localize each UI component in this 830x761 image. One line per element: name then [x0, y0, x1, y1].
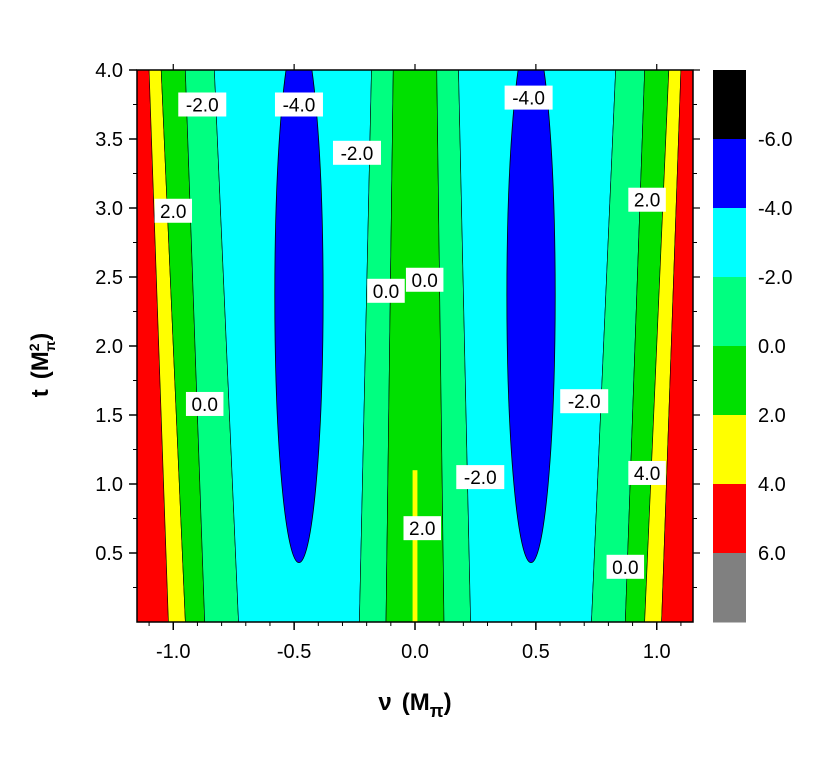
colorbar-label: 4.0 [758, 474, 786, 496]
contour-label-box [154, 198, 193, 223]
center-yellow-strip [412, 470, 418, 622]
colorbar-swatch [713, 484, 746, 554]
contour-label: -2.0 [178, 92, 227, 117]
contour-label-box [185, 391, 224, 416]
contour-label: 0.0 [405, 267, 444, 292]
contour-labels: -2.0 -4.0 -2.0 2.0 0.0 0.0 -4.0 2.0 0.0 -2.0 -2.0 4… [154, 85, 666, 579]
contour-band-3 [185, 70, 239, 622]
contour-label-text: 4.0 [634, 464, 660, 485]
contour-label-box [628, 187, 666, 212]
x-tick-label: 0.0 [401, 641, 429, 663]
contour-label-text: 2.0 [634, 191, 660, 212]
colorbar-label: 0.0 [758, 336, 786, 358]
contour-label-text: -2.0 [464, 468, 497, 489]
contour-label: 2.0 [403, 516, 442, 541]
contour-label-text: -4.0 [283, 96, 316, 117]
colorbar-swatch [713, 346, 746, 416]
colorbar-label: -4.0 [758, 198, 792, 220]
plot-area [137, 70, 693, 622]
contour-label-box [560, 389, 609, 414]
x-tick-label: -0.5 [277, 641, 311, 663]
y-tick-label: 2.5 [95, 267, 123, 289]
contour-label-text: 2.0 [409, 519, 435, 540]
contour-label-box [367, 278, 405, 303]
colorbar-swatch [713, 139, 746, 209]
colorbar-swatch [713, 415, 746, 485]
colorbar-label: -6.0 [758, 129, 792, 151]
contour-label-text: 0.0 [411, 271, 437, 292]
contour-band-6 [385, 70, 445, 622]
y-axis-label: t(M2π) [26, 333, 58, 398]
x-tick-label: 0.5 [522, 641, 550, 663]
colorbar: -6.0 -4.0 -2.0 0.0 2.0 4.0 6.0 [713, 70, 792, 623]
x-tick-label: 1.0 [643, 641, 671, 663]
colorbar-label: -2.0 [758, 267, 792, 289]
y-tick-label: 3.0 [95, 198, 123, 220]
contour-label: 0.0 [606, 554, 645, 579]
contour-band-5 [359, 70, 394, 622]
contour-label-box [274, 92, 323, 117]
contour-label-box [405, 267, 444, 292]
colorbar-swatch [713, 277, 746, 347]
contour-label: 4.0 [628, 460, 666, 485]
contour-label-box [403, 516, 442, 541]
colorbar-label: 2.0 [758, 405, 786, 427]
contour-label-text: -2.0 [568, 392, 601, 413]
contour-label-text: -4.0 [512, 89, 545, 110]
contour-label: -2.0 [560, 389, 609, 414]
y-tick-label: 0.5 [95, 543, 123, 565]
colorbar-swatch [713, 70, 746, 140]
contour-label: 2.0 [154, 198, 193, 223]
x-tick-label: -1.0 [156, 641, 190, 663]
contour-label-text: -2.0 [341, 144, 374, 165]
y-tick-label: 2.0 [95, 336, 123, 358]
y-tick-label: 1.5 [95, 405, 123, 427]
colorbar-swatch [713, 208, 746, 278]
contour-band-12 [661, 70, 693, 622]
contour-label: -2.0 [456, 465, 505, 490]
colorbar-label: 6.0 [758, 543, 786, 565]
contour-label-box [178, 92, 227, 117]
x-axis-label: ν (Mπ) [378, 689, 451, 721]
contour-label: 0.0 [185, 391, 224, 416]
contour-label-text: -2.0 [186, 96, 219, 117]
contour-label-text: 0.0 [373, 282, 399, 303]
contour-label: -2.0 [332, 140, 381, 165]
contour-label-box [332, 140, 381, 165]
y-tick-label: 3.5 [95, 129, 123, 151]
contour-band-0 [137, 70, 169, 622]
y-tick-label: 4.0 [95, 60, 123, 82]
contour-label: -4.0 [274, 92, 323, 117]
contour-label: 0.0 [367, 278, 405, 303]
contour-label-box [456, 465, 505, 490]
contour-label-box [606, 554, 645, 579]
contour-label: 2.0 [628, 187, 666, 212]
contour-label-box [628, 460, 666, 485]
contour-label-text: 2.0 [160, 202, 186, 223]
axis-ticks: -1.0 -0.5 0.0 0.5 1.0 0.5 1.0 1.5 2.0 2.5 3.0 3.5 4.… [95, 60, 700, 663]
contour-label-box [504, 85, 553, 110]
contour-label: -4.0 [504, 85, 553, 110]
contour-label-text: 0.0 [191, 395, 217, 416]
blue-region-0 [274, 70, 324, 563]
colorbar-swatch [713, 553, 746, 623]
blue-region-1 [506, 70, 556, 563]
y-tick-label: 1.0 [95, 474, 123, 496]
contour-label-text: 0.0 [612, 558, 638, 579]
